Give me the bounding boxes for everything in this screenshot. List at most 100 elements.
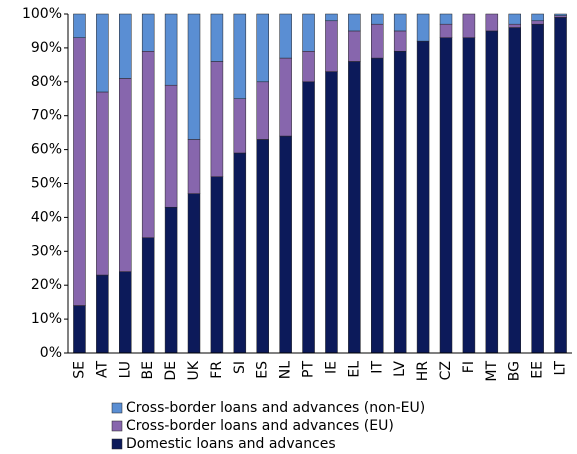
- bar-segment: [325, 13, 338, 22]
- y-tick-label: 70%: [31, 108, 62, 124]
- bar-segment: [554, 17, 567, 354]
- bar-segment: [96, 91, 109, 276]
- bar-segment: [73, 13, 86, 38]
- bar-segment: [485, 13, 499, 32]
- x-tick-label: SE: [71, 361, 87, 379]
- bar-segment: [96, 274, 109, 354]
- bar-segment: [187, 13, 201, 140]
- y-tick-label: 60%: [31, 142, 62, 158]
- bar-segment: [302, 13, 315, 52]
- bar-segment: [508, 23, 521, 28]
- x-tick-label: IT: [369, 361, 385, 374]
- x-tick-label: DE: [163, 361, 179, 381]
- bar-segment: [371, 57, 384, 354]
- y-tick-label: 80%: [31, 74, 62, 90]
- bar-segment: [416, 40, 430, 354]
- bar-segment: [439, 23, 453, 38]
- bar-segment: [279, 13, 292, 59]
- x-tick-label: SI: [232, 361, 248, 374]
- bar-segment: [302, 81, 315, 354]
- legend-swatch: [111, 420, 123, 432]
- bar-segment: [531, 13, 544, 22]
- bar-segment: [393, 51, 407, 354]
- legend-label: Cross-border loans and advances (EU): [126, 418, 394, 434]
- y-tick-label: 90%: [31, 40, 62, 56]
- y-tick-label: 10%: [31, 311, 62, 327]
- bar-segment: [233, 13, 247, 99]
- bar-segment: [325, 20, 338, 72]
- bar-segment: [210, 13, 224, 62]
- bar-segment: [141, 51, 155, 238]
- bar-segment: [73, 37, 86, 306]
- bar-segment: [96, 13, 109, 93]
- y-tick-label: 100%: [22, 6, 62, 22]
- y-tick-label: 30%: [31, 243, 62, 259]
- y-tick-label: 20%: [31, 277, 62, 293]
- bar-segment: [325, 71, 338, 354]
- x-tick-label: EL: [346, 361, 362, 378]
- bar-segment: [164, 84, 178, 208]
- bar-segment: [141, 237, 155, 354]
- x-tick-label: MT: [484, 361, 500, 382]
- bar-segment: [210, 176, 224, 354]
- bar-segment: [164, 206, 178, 354]
- bar-segment: [393, 13, 407, 32]
- x-tick-label: CZ: [438, 361, 454, 380]
- x-tick-label: FR: [209, 361, 225, 379]
- bar-segment: [393, 30, 407, 52]
- bar-segment: [73, 305, 86, 354]
- bar-segment: [554, 15, 567, 18]
- bar-segment: [371, 13, 384, 25]
- bar-segment: [187, 139, 201, 194]
- bar-segment: [508, 27, 521, 354]
- bar-segment: [348, 13, 361, 32]
- bar-segment: [531, 20, 544, 25]
- bar-segment: [462, 13, 476, 38]
- legend-label: Cross-border loans and advances (non-EU): [126, 400, 425, 416]
- bar-segment: [439, 37, 453, 354]
- x-tick-label: UK: [186, 360, 202, 380]
- x-tick-label: HR: [415, 361, 431, 382]
- x-tick-label: FI: [461, 361, 477, 373]
- legend-swatch: [111, 438, 123, 450]
- bar-segment: [279, 135, 292, 354]
- bar-segment: [233, 152, 247, 354]
- legend-label: Domestic loans and advances: [126, 436, 336, 452]
- bar-segment: [141, 13, 155, 52]
- bar-segment: [416, 13, 430, 42]
- bar-segment: [256, 81, 269, 140]
- bar-segment: [508, 13, 521, 25]
- bar-segment: [233, 98, 247, 154]
- bar-segment: [531, 23, 544, 354]
- y-tick-label: 0%: [40, 345, 62, 361]
- y-tick-label: 40%: [31, 209, 62, 225]
- x-tick-label: ES: [255, 361, 271, 379]
- bar-segment: [210, 61, 224, 177]
- bar-segment: [371, 23, 384, 59]
- bar-segment: [164, 13, 178, 86]
- x-tick-label: AT: [94, 361, 110, 378]
- x-tick-label: BG: [507, 361, 523, 381]
- x-tick-label: NL: [278, 361, 294, 379]
- x-tick-label: PT: [301, 361, 317, 378]
- bar-segment: [554, 13, 567, 16]
- bar-segment: [279, 57, 292, 137]
- bar-segment: [439, 13, 453, 25]
- bar-segment: [302, 51, 315, 83]
- bar-segment: [187, 193, 201, 354]
- bar-segment: [462, 37, 476, 354]
- bar-segment: [348, 30, 361, 62]
- x-tick-label: IE: [323, 361, 339, 374]
- bar-segment: [485, 30, 499, 354]
- x-tick-label: LU: [117, 361, 133, 378]
- bar-segment: [256, 139, 269, 354]
- bar-segment: [119, 78, 132, 272]
- bar-segment: [119, 271, 132, 354]
- x-tick-label: LV: [392, 361, 408, 377]
- x-tick-label: BE: [140, 361, 156, 379]
- y-tick-label: 50%: [31, 176, 62, 192]
- bar-segment: [119, 13, 132, 79]
- bar-segment: [348, 61, 361, 354]
- x-tick-label: LT: [553, 361, 569, 376]
